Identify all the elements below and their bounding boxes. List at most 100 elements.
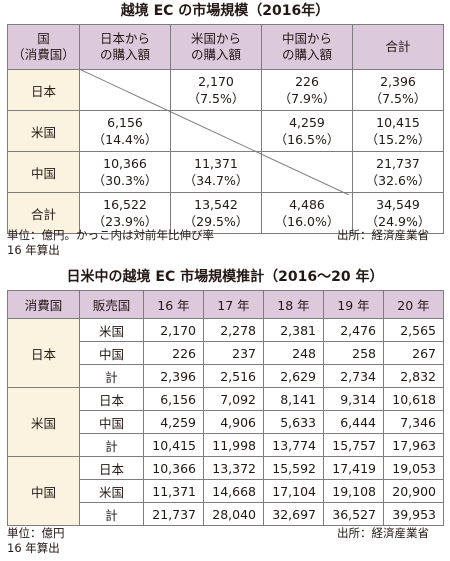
table1-cell [261, 151, 353, 193]
table1-year-note: 16 年算出 [7, 243, 60, 257]
value-cell: 17,963 [383, 433, 444, 457]
table2-source-note: 出所：経済産業省 [337, 526, 429, 540]
table1-cell [170, 110, 262, 152]
seller-country: 計 [79, 433, 144, 457]
table2-row: 計 21,737 28,040 32,697 36,527 39,953 [8, 502, 444, 526]
header-line2: の購入額 [281, 47, 332, 62]
seller-country: 日本 [79, 387, 144, 411]
value-cell: 226 [143, 341, 204, 365]
cell-value: 10,366 [103, 156, 147, 171]
header-line2: の購入額 [190, 47, 241, 62]
value-cell: 19,053 [383, 456, 444, 480]
value-cell: 14,668 [203, 479, 264, 503]
table1-row: 中国 10,366 （30.3%） 11,371 （34.7%） 21,737 （32.6%… [7, 151, 444, 193]
table1-header-from-japan: 日本から の購入額 [79, 24, 171, 70]
table1-row: 日本 2,170 （7.5%） 226 （7.9%） 2,396 （7.5%） [7, 69, 444, 111]
value-cell: 20,900 [383, 479, 444, 503]
consumer-country: 中国 [7, 456, 80, 526]
table2-header-cell: 販売国 [79, 290, 144, 319]
value-cell: 10,366 [143, 456, 204, 480]
corner-header-line1: 国 [37, 31, 50, 46]
value-cell: 19,108 [323, 479, 384, 503]
seller-country: 中国 [79, 341, 144, 365]
table2-header-cell: 18 年 [263, 290, 324, 319]
table1-cell [79, 69, 171, 111]
table1-header-from-china: 中国から の購入額 [261, 24, 353, 70]
value-cell: 4,259 [143, 410, 204, 434]
value-cell: 248 [263, 341, 324, 365]
cell-value: 13,542 [194, 197, 238, 212]
table1-cell: 11,371 （34.7%） [170, 151, 262, 193]
value-cell: 10,415 [143, 433, 204, 457]
cell-value: 4,486 [289, 197, 325, 212]
table1-cell: 4,259 （16.5%） [261, 110, 353, 152]
table1-title: 越境 EC の市場規模（2016年） [120, 3, 330, 19]
table1-corner-header: 国 （消費国） [7, 24, 80, 70]
value-cell: 2,476 [323, 318, 384, 342]
table2-header-cell: 16 年 [143, 290, 204, 319]
cell-value: 16,522 [103, 197, 147, 212]
cell-value: 4,259 [289, 115, 325, 130]
table2-header-row: 消費国 販売国 16 年 17 年 18 年 19 年 20 年 [7, 290, 444, 319]
cell-growth-rate: （16.5%） [274, 132, 340, 147]
table1-cell: 16,522 （23.9%） [79, 192, 171, 234]
value-cell: 258 [323, 341, 384, 365]
value-cell: 6,156 [143, 387, 204, 411]
value-cell: 2,832 [383, 364, 444, 388]
table2-header-cell: 17 年 [203, 290, 264, 319]
table1-cell: 10,415 （15.2%） [352, 110, 444, 152]
value-cell: 2,629 [263, 364, 324, 388]
table1-body: 日本 2,170 （7.5%） 226 （7.9%） 2,396 （7.5%） 米国 6,156… [7, 69, 444, 234]
table2-row: 日本 米国 2,170 2,278 2,381 2,476 2,565 [7, 318, 444, 388]
cell-growth-rate: （34.7%） [183, 173, 249, 188]
corner-header-line2: （消費国） [12, 47, 75, 62]
cell-value: 34,549 [376, 197, 420, 212]
value-cell: 11,371 [143, 479, 204, 503]
table2-header-cell: 19 年 [323, 290, 384, 319]
table1-unit-note: 単位：億円。かっこ内は対前年比伸び率 [7, 228, 214, 242]
value-cell: 13,372 [203, 456, 264, 480]
value-cell: 36,527 [323, 502, 384, 526]
cell-growth-rate: （16.0%） [274, 214, 340, 229]
cell-growth-rate: （14.4%） [92, 132, 158, 147]
table2-title: 日米中の越境 EC 市場規模推計（2016～20 年） [66, 269, 384, 285]
table1-cell: 34,549 （24.9%） [352, 192, 444, 234]
row-header: 中国 [7, 151, 80, 193]
value-cell: 28,040 [203, 502, 264, 526]
table1-header-from-us: 米国から の購入額 [170, 24, 262, 70]
cell-growth-rate: （30.3%） [92, 173, 158, 188]
value-cell: 17,104 [263, 479, 324, 503]
cell-value: 10,415 [376, 115, 420, 130]
table2-row: 中国 日本 10,366 13,372 15,592 17,419 19,053 [7, 456, 444, 526]
value-cell: 2,734 [323, 364, 384, 388]
seller-country: 中国 [79, 410, 144, 434]
seller-country: 米国 [79, 318, 144, 342]
value-cell: 9,314 [323, 387, 384, 411]
seller-country: 計 [79, 364, 144, 388]
table2-row: 米国 日本 6,156 7,092 8,141 9,314 10,618 [7, 387, 444, 457]
cell-value: 21,737 [376, 156, 420, 171]
table1-source-note: 出所：経済産業省 [337, 228, 429, 242]
seller-country: 米国 [79, 479, 144, 503]
row-header: 日本 [7, 69, 80, 111]
value-cell: 2,381 [263, 318, 324, 342]
value-cell: 4,906 [203, 410, 264, 434]
consumer-country: 日本 [7, 318, 80, 388]
cell-growth-rate: （24.9%） [365, 214, 431, 229]
header-line1: 中国から [281, 31, 332, 46]
table2-row: 中国 226 237 248 258 267 [8, 341, 444, 365]
row-header: 合計 [7, 192, 80, 234]
value-cell: 2,396 [143, 364, 204, 388]
table1-cell: 21,737 （32.6%） [352, 151, 444, 193]
value-cell: 7,092 [203, 387, 264, 411]
cell-growth-rate: （15.2%） [365, 132, 431, 147]
cell-growth-rate: （7.5%） [187, 91, 245, 106]
cell-value: 226 [295, 74, 319, 89]
value-cell: 6,444 [323, 410, 384, 434]
value-cell: 10,618 [383, 387, 444, 411]
table1-header-row: 国 （消費国） 日本から の購入額 米国から の購入額 中国から の購入額 合計 [7, 24, 444, 70]
cell-value: 11,371 [194, 156, 238, 171]
table1-cell: 10,366 （30.3%） [79, 151, 171, 193]
header-line1: 日本から [99, 31, 150, 46]
table1-row: 米国 6,156 （14.4%） 4,259 （16.5%） 10,415 （15.2%） [7, 110, 444, 152]
